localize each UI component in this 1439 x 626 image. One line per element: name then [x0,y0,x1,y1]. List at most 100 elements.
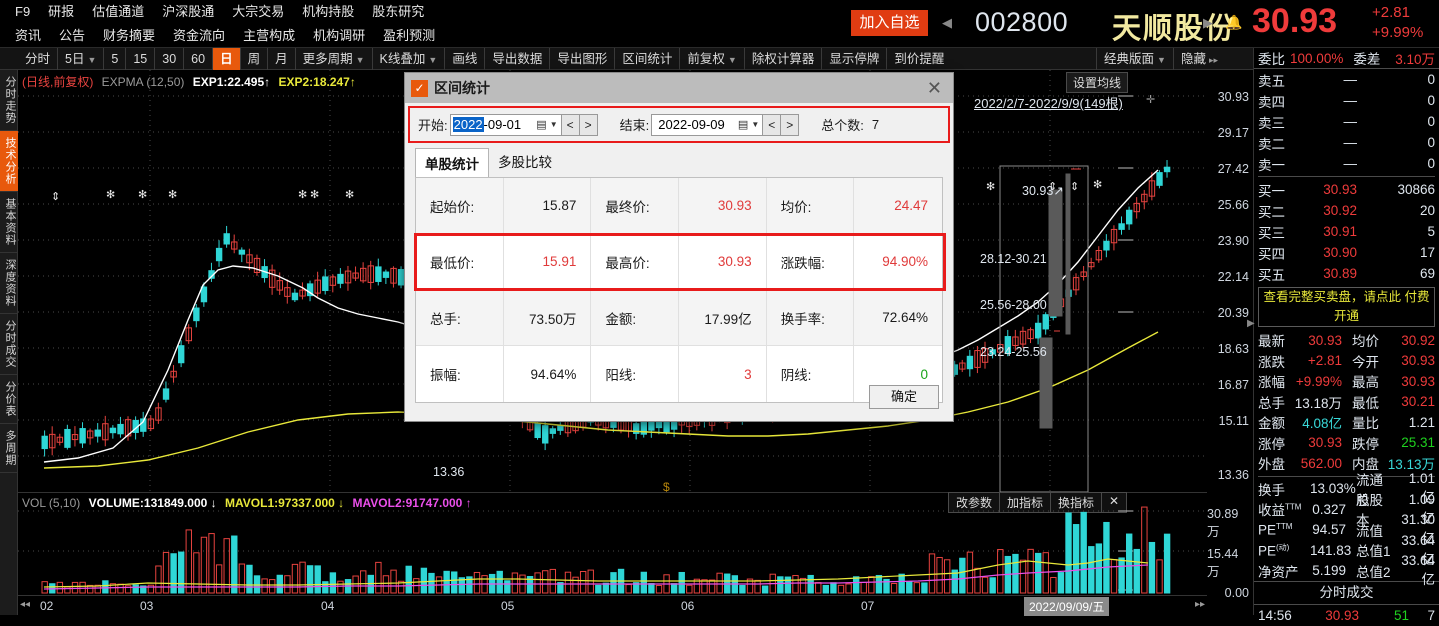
toolbar-分时[interactable]: 分时 [18,48,57,70]
close-indicator-icon[interactable]: ✕ [1102,492,1128,513]
scroll-right-icon[interactable]: ▸▸ [1194,599,1205,610]
buy-order-row[interactable]: 买四 30.90 17 [1254,242,1439,263]
toolbar-5日[interactable]: 5日 ▼ [57,48,103,71]
sell-order-row[interactable]: 卖五 — 0 [1254,69,1439,90]
sell-order-row[interactable]: 卖三 — 0 [1254,111,1439,132]
toolbar-隐藏[interactable]: 隐藏 ▸▸ [1172,48,1225,71]
toolbar-经典版面[interactable]: 经典版面 ▼ [1096,48,1173,71]
menu-item-6[interactable]: 盈利预测 [383,28,436,43]
expand-arrows-icon[interactable]: ▸▸ [1208,55,1218,65]
quote-row: 总手 13.18万 最低 30.21 [1254,392,1439,413]
toolbar-显示停牌[interactable]: 显示停牌 [821,48,886,70]
fundamental-label: 换手 [1258,482,1285,498]
toolbar-前复权[interactable]: 前复权 ▼ [679,48,743,71]
start-date-prev-button[interactable]: < [561,113,580,136]
tick-count: 7 [1427,608,1435,623]
toolbar-30[interactable]: 30 [154,48,183,70]
toolbar-除权计算器[interactable]: 除权计算器 [743,48,822,70]
tab-single-stock[interactable]: 单股统计 [415,148,489,178]
buy-order-price: 30.93 [1323,182,1357,197]
toolbar-区间统计[interactable]: 区间统计 [614,48,679,70]
toolbar-周[interactable]: 周 [239,48,268,70]
panel-collapse-arrow-icon[interactable]: ▶ [1247,318,1255,329]
pay-to-unlock-banner[interactable]: 查看完整买卖盘，请点此 付费开通 [1258,287,1435,327]
rail-item-基本资料[interactable]: 基本资料 [0,192,18,253]
close-icon[interactable]: ✕ [926,77,942,98]
chevron-down-icon[interactable]: ▼ [549,120,558,129]
buy-order-row[interactable]: 买五 30.89 69 [1254,263,1439,284]
vol-mavol1-value: MAVOL1:97337.000 ↓ [225,496,345,510]
sell-order-row[interactable]: 卖一 — 0 [1254,153,1439,174]
toolbar-K线叠加[interactable]: K线叠加 ▼ [371,48,445,71]
rail-item-分时成交[interactable]: 分时成交 [0,314,18,375]
chevron-down-icon[interactable]: ▼ [87,55,97,65]
toolbar-导出数据[interactable]: 导出数据 [484,48,549,70]
scroll-left-icon[interactable]: ◂◂ [20,599,31,610]
start-date-next-button[interactable]: > [579,113,598,136]
toolbar-5[interactable]: 5 [103,48,125,70]
toolbar-更多周期[interactable]: 更多周期 ▼ [294,48,372,71]
menu-item-0[interactable]: 资讯 [15,28,42,43]
pin-icon[interactable]: ✛ [1146,94,1156,106]
toolbar-导出图形[interactable]: 导出图形 [549,48,614,70]
toolbar-到价提醒[interactable]: 到价提醒 [886,48,951,70]
toolbar-15[interactable]: 15 [125,48,154,70]
chevron-down-icon[interactable]: ▼ [428,55,438,65]
calendar-icon-end[interactable]: ▤ [737,119,749,131]
buy-order-row[interactable]: 买二 30.92 20 [1254,200,1439,221]
menu-item-2[interactable]: 财务摘要 [103,28,156,43]
toolbar-日[interactable]: 日 [212,48,240,70]
ok-button[interactable]: 确定 [869,385,939,409]
switch-indicator-button[interactable]: 换指标 [1051,492,1103,513]
rail-item-分时走势[interactable]: 分时走势 [0,70,18,131]
menu-item-0[interactable]: F9 [15,4,31,19]
chevron-down-icon[interactable]: ▼ [355,55,365,65]
rail-item-技术分析[interactable]: 技术分析 [0,131,18,192]
end-date-prev-button[interactable]: < [763,113,782,136]
tab-multi-stock[interactable]: 多股比较 [498,155,552,170]
prev-stock-arrow-icon[interactable]: ◀ [942,15,952,30]
menu-item-5[interactable]: 机构持股 [302,4,355,19]
vol-mavol2-value: MAVOL2:91747.000 ↑ [352,496,472,510]
buy-order-row[interactable]: 买三 30.91 5 [1254,221,1439,242]
menu-item-4[interactable]: 大宗交易 [232,4,285,19]
menu-item-1[interactable]: 研报 [48,4,75,19]
rail-item-分价表[interactable]: 分价表 [0,375,18,424]
set-moving-average-button[interactable]: 设置均线 [1066,72,1129,93]
menu-item-4[interactable]: 主营构成 [243,28,296,43]
chart-x-axis[interactable]: ◂◂ 02 03 04 05 06 07 08 2022/09/09/五 ▸▸ [18,595,1207,616]
menu-item-3[interactable]: 沪深股通 [162,4,215,19]
toolbar-月[interactable]: 月 [267,48,295,70]
stat-label: 涨跌幅: [767,234,855,289]
toolbar-60[interactable]: 60 [183,48,212,70]
toolbar-label: K线叠加 [379,52,426,66]
menu-item-6[interactable]: 股东研究 [372,4,425,19]
chevron-down-icon[interactable]: ▼ [1157,55,1166,65]
next-stock-arrow-icon[interactable]: ▶ [1203,15,1213,30]
add-to-favorites-button[interactable]: 加入自选 [851,10,928,36]
superscript-label: TTM [1276,522,1293,531]
end-date-next-button[interactable]: > [781,113,800,136]
sell-order-row[interactable]: 卖四 — 0 [1254,90,1439,111]
sell-order-row[interactable]: 卖二 — 0 [1254,132,1439,153]
chevron-down-icon[interactable]: ▼ [727,55,737,65]
menu-item-3[interactable]: 资金流向 [173,28,226,43]
price-tick-8: 16.87 [1217,378,1249,392]
menu-item-2[interactable]: 估值通道 [92,4,145,19]
volume-panel[interactable]: VOL (5,10) VOLUME:131849.000 ↓ MAVOL1:97… [18,492,1207,595]
buy-order-row[interactable]: 买一 30.93 30866 [1254,179,1439,200]
menu-item-5[interactable]: 机构调研 [313,28,366,43]
change-params-button[interactable]: 改参数 [948,492,1001,513]
calendar-icon[interactable]: ▤ [536,119,547,131]
end-date-input[interactable]: 2022-09-09 ▤ ▼ [651,113,764,136]
menu-item-1[interactable]: 公告 [59,28,86,43]
rail-item-深度资料[interactable]: 深度资料 [0,253,18,314]
toolbar-画线[interactable]: 画线 [444,48,484,70]
range-statistics-dialog[interactable]: ✓ 区间统计 ✕ 开始: 2022 -09-01 ▤ ▼ < > 结束: 2022… [404,72,954,422]
svg-text:⇕: ⇕ [1070,181,1079,193]
rail-item-多周期[interactable]: 多周期 [0,424,18,473]
bell-icon[interactable]: 🔔 [1225,14,1243,30]
add-indicator-button[interactable]: 加指标 [1000,492,1052,513]
start-date-input[interactable]: 2022 -09-01 ▤ ▼ [449,113,562,136]
chevron-down-icon-end[interactable]: ▼ [751,120,760,129]
